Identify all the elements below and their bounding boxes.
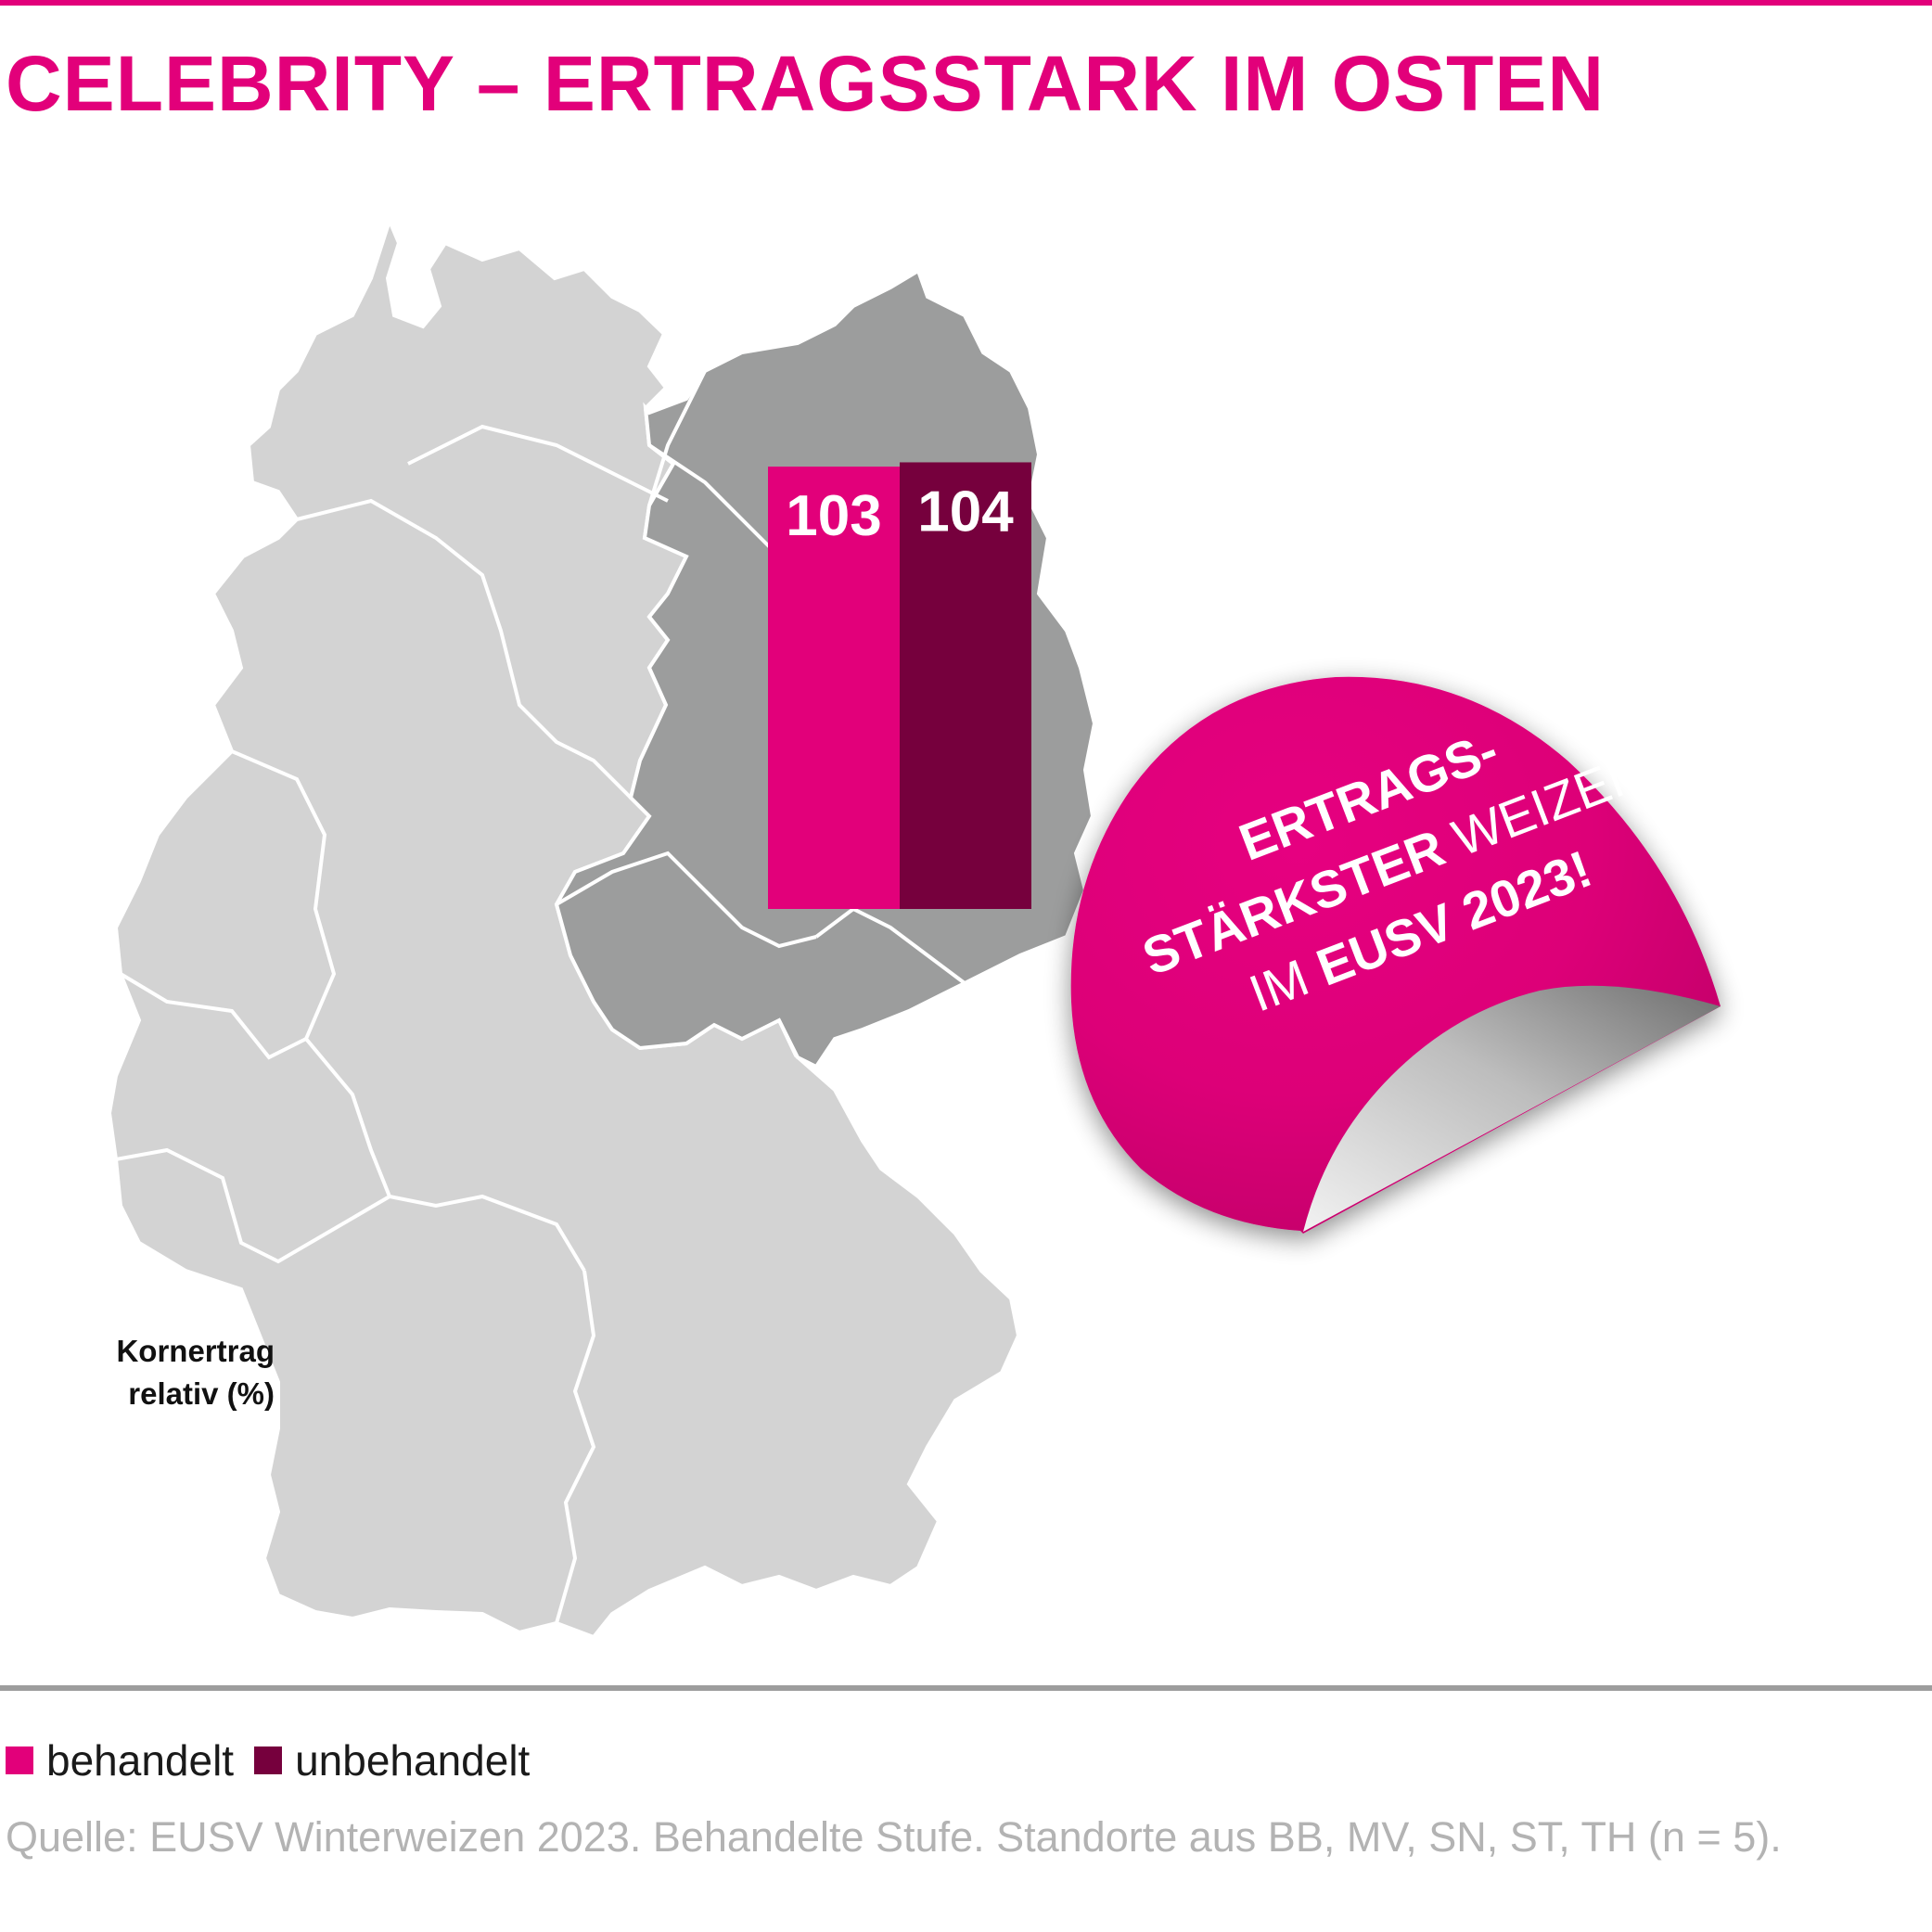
top-accent-rule: [0, 0, 1932, 6]
legend-label-unbehandelt: unbehandelt: [295, 1736, 531, 1785]
bar-behandelt: [768, 467, 900, 909]
badge-curl: [1303, 985, 1721, 1232]
bar-value-label-unbehandelt: 104: [917, 480, 1014, 544]
legend-swatch-behandelt: [6, 1746, 33, 1774]
bottom-divider: [0, 1685, 1932, 1691]
badge-circle: [1070, 676, 1721, 1234]
legend: behandelt unbehandelt: [6, 1733, 550, 1788]
y-axis-label-line-2: relativ (%): [128, 1376, 275, 1411]
legend-item-behandelt: behandelt: [6, 1735, 234, 1785]
bar-unbehandelt: [900, 462, 1031, 909]
page-title: CELEBRITY – ERTRAGSSTARK IM OSTEN: [6, 40, 1606, 127]
source-note: Quelle: EUSV Winterweizen 2023. Behandel…: [6, 1813, 1782, 1861]
legend-swatch-unbehandelt: [254, 1746, 283, 1774]
legend-label-behandelt: behandelt: [46, 1736, 235, 1785]
y-axis-label-line-1: Kornertrag: [116, 1334, 275, 1368]
bar-value-label-behandelt: 103: [786, 484, 881, 548]
badge-sticker: [1070, 676, 1721, 1234]
y-axis-label: Kornertrag relativ (%): [56, 1330, 275, 1415]
legend-item-unbehandelt: unbehandelt: [254, 1735, 530, 1785]
